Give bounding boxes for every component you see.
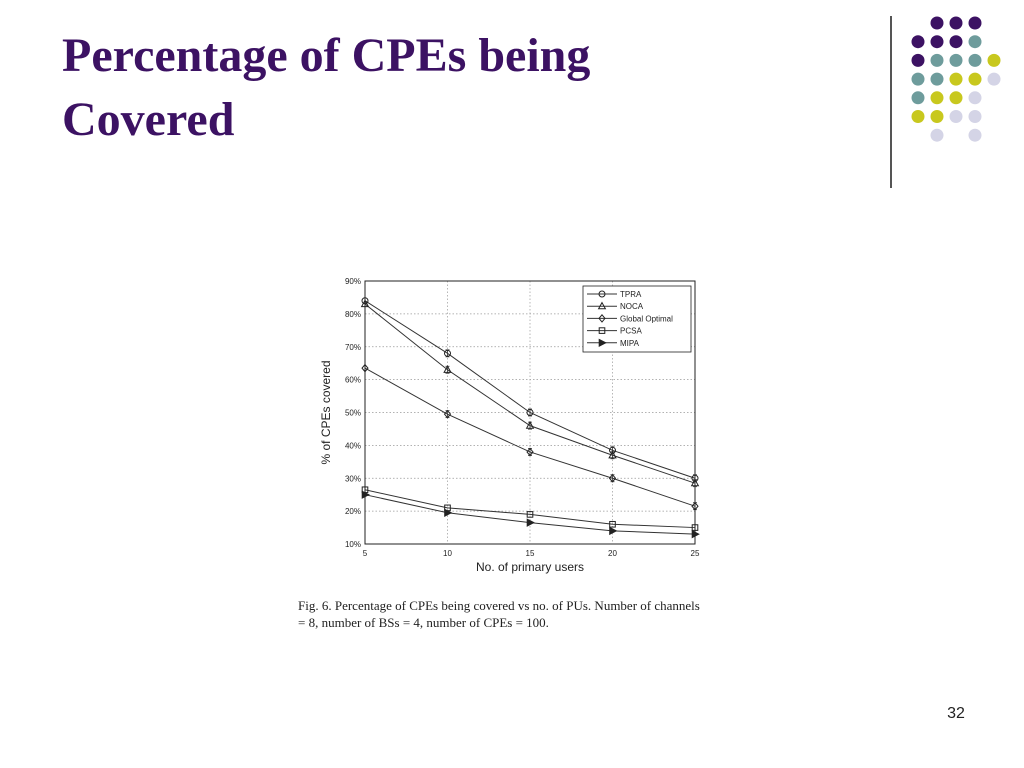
x-tick-label: 5	[363, 549, 368, 558]
decorative-dot	[968, 72, 982, 86]
data-point	[525, 421, 535, 429]
series-pcsa	[361, 486, 699, 531]
decorative-dot	[968, 128, 982, 142]
data-point	[444, 508, 453, 517]
plot-frame	[364, 280, 696, 545]
chart-legend: TPRA NOCA Global Optimal PCSA MIPA	[582, 285, 692, 353]
data-point	[361, 297, 369, 305]
decorative-dot	[987, 72, 1001, 86]
series-noca	[360, 299, 700, 488]
x-tick-label: 15	[526, 549, 535, 558]
decorative-dot	[930, 35, 944, 49]
decorative-dot	[949, 16, 963, 30]
data-point	[361, 363, 369, 373]
data-point	[443, 409, 452, 419]
series-global-optimal	[361, 363, 699, 511]
y-tick-label: 80%	[345, 310, 361, 319]
y-tick-label: 30%	[345, 474, 361, 483]
data-point	[444, 349, 451, 357]
header-divider	[890, 16, 892, 188]
decorative-dot	[949, 91, 963, 105]
data-point	[443, 365, 452, 373]
decorative-dot	[930, 53, 944, 67]
decorative-dot	[968, 16, 982, 30]
y-tick-label: 40%	[345, 441, 361, 450]
data-point	[691, 529, 700, 539]
y-tick-label: 70%	[345, 343, 361, 352]
decorative-dot	[987, 53, 1001, 67]
data-point	[608, 473, 617, 483]
data-point	[691, 524, 699, 531]
decorative-dot	[968, 35, 982, 49]
decorative-dot	[930, 128, 944, 142]
caption-line1: Fig. 6. Percentage of CPEs being covered…	[298, 598, 700, 613]
legend-label: TPRA	[620, 290, 642, 299]
decorative-dot	[911, 91, 925, 105]
decorative-dot	[949, 53, 963, 67]
data-point	[526, 511, 534, 518]
legend-label: PCSA	[620, 327, 642, 336]
y-tick-label: 90%	[345, 277, 361, 286]
decorative-dot	[968, 53, 982, 67]
decorative-dot	[911, 35, 925, 49]
data-point	[609, 526, 618, 536]
data-point	[597, 301, 607, 310]
caption-line2: = 8, number of BSs = 4, number of CPEs =…	[298, 615, 549, 630]
decorative-dot	[930, 110, 944, 123]
decorative-dot	[968, 91, 982, 105]
legend-label: NOCA	[620, 302, 644, 311]
decorative-dot	[911, 110, 925, 123]
data-point	[361, 490, 370, 499]
data-point	[526, 518, 535, 527]
data-point	[691, 501, 699, 511]
legend-label: Global Optimal	[620, 314, 673, 323]
y-tick-label: 20%	[345, 507, 361, 516]
series-line	[364, 489, 696, 529]
y-tick-label: 10%	[345, 540, 361, 549]
y-tick-label: 60%	[345, 376, 361, 385]
decorative-dot	[930, 91, 944, 105]
data-point	[598, 290, 606, 298]
decorative-dot	[949, 72, 963, 86]
legend-label: MIPA	[620, 339, 640, 348]
data-point	[526, 447, 534, 457]
slide-title: Percentage of CPEs being Covered	[62, 24, 822, 152]
data-point	[690, 478, 700, 487]
decorative-dot	[949, 35, 963, 49]
page-number: 32	[947, 705, 965, 722]
x-tick-label: 20	[608, 549, 617, 558]
decorative-dot	[930, 72, 944, 86]
data-point	[526, 409, 534, 416]
slide-title-line1: Percentage of CPEs being	[62, 29, 591, 82]
decorative-dot	[911, 72, 925, 86]
x-axis-label: No. of primary users	[476, 560, 584, 574]
y-tick-label: 50%	[345, 409, 361, 418]
x-tick-label: 25	[691, 549, 700, 558]
y-axis-label: % of CPEs covered	[319, 360, 333, 464]
data-point	[598, 327, 606, 334]
data-point	[598, 314, 606, 323]
data-point	[608, 450, 617, 459]
decorative-dot	[968, 110, 982, 123]
chart-figure: 5 10 15 20 25 10% 20% 30% 40% 50% 60% 70% 80% 90% No. …	[300, 268, 720, 588]
x-tick-label: 10	[443, 549, 452, 558]
decorative-dot	[911, 53, 925, 67]
decorative-dot	[930, 16, 944, 30]
line-chart: 5 10 15 20 25 10% 20% 30% 40% 50% 60% 70% 80% 90% No. …	[319, 277, 700, 574]
slide-title-line2: Covered	[62, 93, 235, 146]
data-point	[609, 520, 616, 528]
data-point	[598, 338, 607, 348]
data-point	[360, 299, 370, 308]
decorative-dot	[949, 110, 963, 123]
figure-caption: Fig. 6. Percentage of CPEs being covered…	[298, 597, 758, 631]
series-mipa	[361, 490, 700, 539]
